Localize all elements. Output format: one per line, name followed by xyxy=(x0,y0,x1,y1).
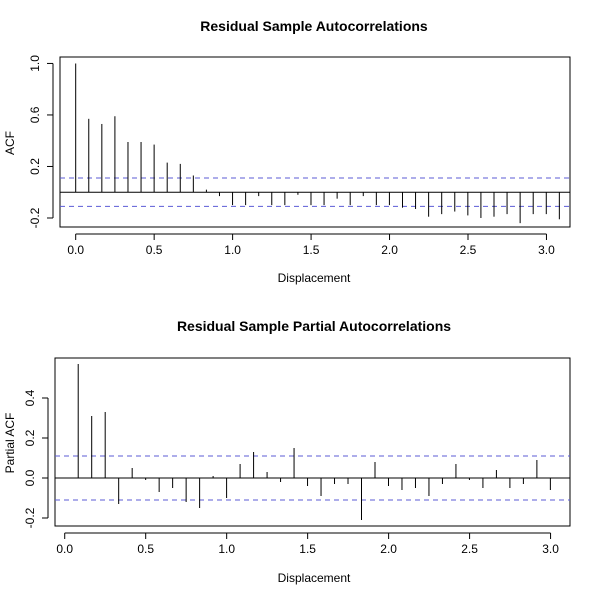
pacf-x-tick-label: 3.0 xyxy=(542,542,559,556)
acf-x-axis-label: Displacement xyxy=(278,271,351,285)
pacf-y-tick-label: 0.2 xyxy=(23,429,37,446)
acf-y-tick-label: 0.6 xyxy=(28,106,42,123)
pacf-x-tick-label: 0.5 xyxy=(137,542,154,556)
pacf-x-tick-label: 2.5 xyxy=(461,542,478,556)
pacf-y-tick-label: -0.2 xyxy=(23,507,37,528)
pacf-y-tick-label: 0.4 xyxy=(23,389,37,406)
pacf-x-axis-label: Displacement xyxy=(278,571,351,585)
pacf-x-tick-label: 1.0 xyxy=(218,542,235,556)
acf-x-tick-label: 2.0 xyxy=(381,243,398,257)
acf-x-tick-label: 1.0 xyxy=(224,243,241,257)
pacf-panel: Residual Sample Partial Autocorrelations… xyxy=(3,318,571,585)
acf-x-tick-label: 0.5 xyxy=(146,243,163,257)
acf-x-tick-label: 2.5 xyxy=(460,243,477,257)
acf-y-tick-label: -0.2 xyxy=(28,207,42,228)
acf-y-tick-label: 1.0 xyxy=(28,55,42,72)
acf-x-tick-label: 3.0 xyxy=(538,243,555,257)
pacf-y-axis-label: Partial ACF xyxy=(3,413,17,474)
pacf-x-tick-label: 0.0 xyxy=(56,542,73,556)
pacf-x-tick-label: 2.0 xyxy=(380,542,397,556)
pacf-plot-area: 0.0 0.5 1.0 1.5 2.0 2.5 3.0 -0.2 0.0 0.2 0.4 xyxy=(23,357,571,556)
pacf-plot-frame xyxy=(54,357,571,527)
acf-y-axis-label: ACF xyxy=(3,131,17,155)
acf-x-tick-label: 1.5 xyxy=(303,243,320,257)
acf-plot-frame xyxy=(59,56,571,228)
pacf-y-tick-label: 0.0 xyxy=(23,469,37,486)
acf-plot-area: 0.0 0.5 1.0 1.5 2.0 2.5 3.0 -0.2 0.2 0.6 1.0 xyxy=(28,55,571,257)
acf-panel: Residual Sample Autocorrelations Displac… xyxy=(3,18,571,285)
pacf-chart-title: Residual Sample Partial Autocorrelations xyxy=(177,318,451,334)
acf-y-tick-label: 0.2 xyxy=(28,158,42,175)
acf-x-tick-label: 0.0 xyxy=(67,243,84,257)
acf-chart-title: Residual Sample Autocorrelations xyxy=(200,18,428,34)
pacf-x-tick-label: 1.5 xyxy=(299,542,316,556)
